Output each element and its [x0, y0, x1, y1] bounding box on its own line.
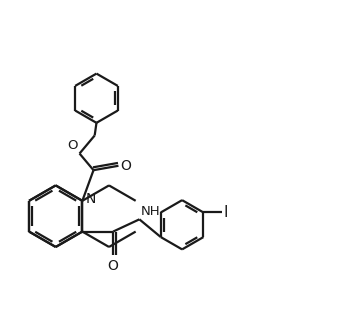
Text: O: O: [121, 159, 131, 173]
Text: NH: NH: [141, 205, 161, 218]
Text: O: O: [67, 139, 78, 152]
Text: N: N: [85, 192, 96, 206]
Text: O: O: [108, 259, 119, 273]
Text: I: I: [223, 205, 228, 220]
